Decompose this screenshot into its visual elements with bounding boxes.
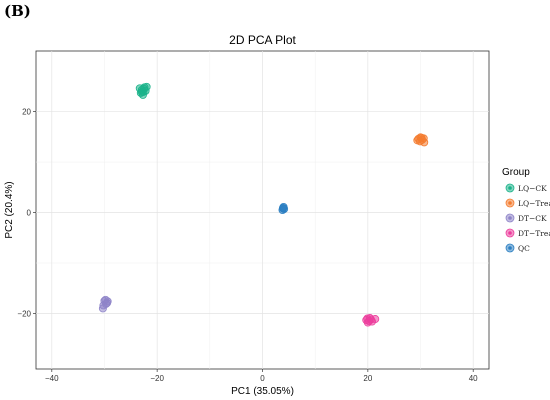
data-points [98, 82, 429, 327]
panel-label: (B) [4, 2, 31, 20]
legend-label: DT−CK [518, 214, 547, 223]
x-tick-label: −20 [150, 374, 164, 383]
y-tick-label: 20 [22, 108, 31, 117]
axis-ticks: −40 −20 0 20 40 −20 0 20 [17, 108, 478, 383]
x-tick-label: 0 [260, 374, 265, 383]
legend-label: LQ−CK [518, 184, 547, 193]
chart-title: 2D PCA Plot [229, 33, 296, 47]
point-series-2 [100, 296, 109, 305]
legend-key-inner [508, 231, 512, 235]
x-axis-title: PC1 (35.05%) [231, 386, 294, 397]
x-tick-label: 20 [363, 374, 372, 383]
point-series-2 [98, 304, 107, 313]
y-tick-label: 0 [27, 209, 32, 218]
legend-key-inner [508, 216, 512, 220]
legend-key-inner [508, 201, 512, 205]
y-axis-title: PC2 (20.4%) [4, 181, 15, 238]
legend-title: Group [502, 167, 530, 178]
grid-lines [36, 51, 489, 369]
point-series-4 [279, 203, 288, 212]
y-tick-label: −20 [17, 309, 31, 318]
legend-label: QC [518, 244, 530, 253]
legend-label: DT−Treat [518, 229, 550, 238]
point-series-1 [417, 133, 426, 142]
legend: Group LQ−CK LQ−Treat DT−CK DT−Treat QC [502, 167, 550, 253]
x-tick-label: 40 [469, 374, 478, 383]
point-series-3 [368, 317, 377, 326]
point-series-0 [142, 82, 151, 91]
legend-label: LQ−Treat [518, 199, 550, 208]
point-series-0 [137, 87, 146, 96]
x-tick-label: −40 [45, 374, 59, 383]
legend-key-inner [508, 246, 512, 250]
legend-key-inner [508, 186, 512, 190]
